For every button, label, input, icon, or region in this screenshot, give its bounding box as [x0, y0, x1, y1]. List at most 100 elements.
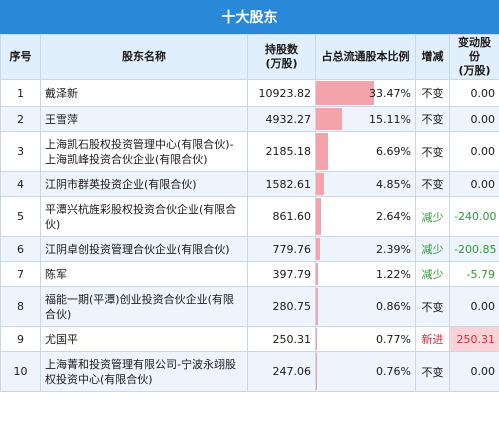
row-index: 4	[0, 171, 41, 197]
ratio-value: 4.85%	[376, 177, 411, 191]
shareholder-name: 王雪萍	[40, 106, 248, 132]
change-status: 不变	[415, 351, 450, 392]
change-status: 新进	[415, 326, 450, 352]
shareholder-name: 江阴市群英投资企业(有限合伙)	[40, 171, 248, 197]
ratio-bar	[316, 263, 319, 285]
panel-title: 十大股东	[0, 0, 499, 34]
ratio-value: 6.69%	[376, 145, 411, 158]
ratio-value: 0.76%	[376, 365, 411, 378]
header-idx: 序号	[0, 34, 41, 80]
shares-held: 397.79	[247, 261, 316, 287]
row-index: 9	[0, 326, 41, 352]
ratio-bar	[316, 81, 374, 105]
change-status: 不变	[415, 106, 450, 132]
change-status: 不变	[415, 79, 450, 107]
row-index: 3	[0, 131, 41, 172]
ratio-bar	[316, 238, 321, 260]
change-amount: -200.85	[449, 236, 499, 262]
table-body: 1 戴泽新 10923.82 33.47% 不变 0.00 2 王雪萍 4932.27 15.11…	[0, 79, 499, 392]
change-amount: 0.00	[449, 286, 499, 327]
change-status: 减少	[415, 196, 450, 237]
header-name: 股东名称	[40, 34, 248, 80]
float-ratio-cell: 0.86%	[315, 286, 416, 327]
table-row: 3 上海凯石股权投资管理中心(有限合伙)-上海凯峰投资合伙企业(有限合伙) 2185…	[0, 131, 499, 172]
table-row: 9 尤国平 250.31 0.77% 新进 250.31	[0, 326, 499, 352]
table-row: 2 王雪萍 4932.27 15.11% 不变 0.00	[0, 106, 499, 132]
change-amount: 250.31	[449, 326, 499, 352]
shares-held: 247.06	[247, 351, 316, 392]
header-change: 增减	[415, 34, 450, 80]
float-ratio-cell: 0.76%	[315, 351, 416, 392]
table-row: 7 陈军 397.79 1.22% 减少 -5.79	[0, 261, 499, 287]
shares-held: 779.76	[247, 236, 316, 262]
header-shares: 持股数 (万股)	[247, 34, 316, 80]
change-status: 不变	[415, 171, 450, 197]
row-index: 10	[0, 351, 41, 392]
header-row: 序号 股东名称 持股数 (万股) 占总流通股本比例 增减 变动股份 (万股)	[0, 34, 499, 80]
change-amount: 0.00	[449, 131, 499, 172]
table-row: 1 戴泽新 10923.82 33.47% 不变 0.00	[0, 79, 499, 107]
shares-held: 2185.18	[247, 131, 316, 172]
shareholder-name: 福能一期(平潭)创业投资合伙企业(有限合伙)	[40, 286, 248, 327]
float-ratio-cell: 0.77%	[315, 326, 416, 352]
shareholder-name: 戴泽新	[40, 79, 248, 107]
change-status: 不变	[415, 131, 450, 172]
table-row: 6 江阴卓创投资管理合伙企业(有限合伙) 779.76 2.39% 减少 -200.85	[0, 236, 499, 262]
shareholder-name: 江阴卓创投资管理合伙企业(有限合伙)	[40, 236, 248, 262]
shares-held: 280.75	[247, 286, 316, 327]
float-ratio-cell: 2.39%	[315, 236, 416, 262]
shareholder-name: 陈军	[40, 261, 248, 287]
change-status: 不变	[415, 286, 450, 327]
change-amount: 0.00	[449, 106, 499, 132]
ratio-value: 15.11%	[369, 112, 411, 126]
ratio-bar	[316, 288, 318, 325]
shares-held: 861.60	[247, 196, 316, 237]
shareholder-name: 上海凯石股权投资管理中心(有限合伙)-上海凯峰投资合伙企业(有限合伙)	[40, 131, 248, 172]
row-index: 7	[0, 261, 41, 287]
row-index: 2	[0, 106, 41, 132]
shareholder-name: 平潭兴杭旌彩股权投资合伙企业(有限合伙)	[40, 196, 248, 237]
header-ratio: 占总流通股本比例	[315, 34, 416, 80]
row-index: 6	[0, 236, 41, 262]
ratio-value: 0.86%	[376, 300, 411, 313]
change-status: 减少	[415, 261, 450, 287]
change-amount: -240.00	[449, 196, 499, 237]
shares-held: 250.31	[247, 326, 316, 352]
float-ratio-cell: 33.47%	[315, 79, 416, 107]
ratio-value: 33.47%	[369, 86, 411, 100]
shareholder-name: 上海菁和投资管理有限公司-宁波永翊股权投资中心(有限合伙)	[40, 351, 248, 392]
ratio-value: 1.22%	[376, 267, 411, 281]
row-index: 5	[0, 196, 41, 237]
table-header: 序号 股东名称 持股数 (万股) 占总流通股本比例 增减 变动股份 (万股)	[0, 34, 499, 80]
ratio-value: 0.77%	[376, 332, 411, 346]
ratio-bar	[316, 173, 325, 195]
float-ratio-cell: 1.22%	[315, 261, 416, 287]
row-index: 8	[0, 286, 41, 327]
shares-held: 10923.82	[247, 79, 316, 107]
shares-held: 4932.27	[247, 106, 316, 132]
ratio-bar	[316, 133, 328, 170]
table-row: 10 上海菁和投资管理有限公司-宁波永翊股权投资中心(有限合伙) 247.06 0.7…	[0, 351, 499, 392]
ratio-value: 2.64%	[376, 210, 411, 223]
shareholder-name: 尤国平	[40, 326, 248, 352]
shares-held: 1582.61	[247, 171, 316, 197]
float-ratio-cell: 6.69%	[315, 131, 416, 172]
change-amount: 0.00	[449, 171, 499, 197]
change-amount: 0.00	[449, 351, 499, 392]
row-index: 1	[0, 79, 41, 107]
change-amount: -5.79	[449, 261, 499, 287]
shareholders-table: 序号 股东名称 持股数 (万股) 占总流通股本比例 增减 变动股份 (万股) 1…	[0, 34, 499, 392]
ratio-value: 2.39%	[376, 242, 411, 256]
ratio-bar	[316, 353, 318, 390]
table-row: 8 福能一期(平潭)创业投资合伙企业(有限合伙) 280.75 0.86% 不变 0.00	[0, 286, 499, 327]
float-ratio-cell: 4.85%	[315, 171, 416, 197]
table-row: 5 平潭兴杭旌彩股权投资合伙企业(有限合伙) 861.60 2.64% 减少 -240.0…	[0, 196, 499, 237]
header-delta: 变动股份 (万股)	[449, 34, 499, 80]
table-row: 4 江阴市群英投资企业(有限合伙) 1582.61 4.85% 不变 0.00	[0, 171, 499, 197]
ratio-bar	[316, 328, 318, 350]
ratio-bar	[316, 198, 321, 235]
ratio-bar	[316, 108, 343, 130]
float-ratio-cell: 15.11%	[315, 106, 416, 132]
float-ratio-cell: 2.64%	[315, 196, 416, 237]
